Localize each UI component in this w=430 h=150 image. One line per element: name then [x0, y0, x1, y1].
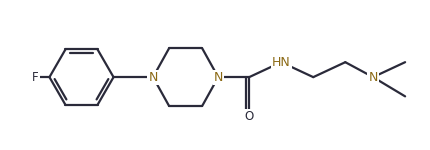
Text: F: F [32, 71, 39, 84]
Text: N: N [148, 71, 158, 84]
Text: HN: HN [272, 56, 291, 69]
Text: N: N [214, 71, 223, 84]
Text: O: O [245, 110, 254, 123]
Text: N: N [369, 71, 378, 84]
